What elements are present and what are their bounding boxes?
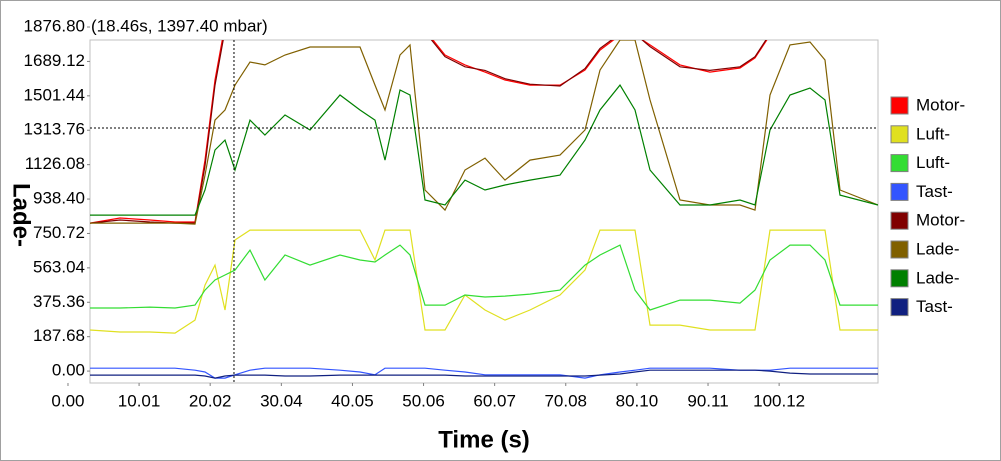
legend-swatch — [890, 154, 909, 173]
y-tick-label: 1689.12 — [24, 51, 85, 70]
series-line — [90, 229, 878, 334]
legend-swatch — [890, 96, 909, 115]
legend-label: Lade- — [916, 268, 959, 287]
y-tick-label: 938.40 — [33, 189, 85, 208]
x-tick-label: 0.00 — [51, 391, 84, 410]
x-tick-label: 100.12 — [753, 391, 805, 410]
legend-swatch — [890, 240, 909, 259]
x-tick-label: 10.01 — [118, 391, 161, 410]
legend-swatch — [890, 269, 909, 288]
series-line — [90, 40, 878, 225]
x-tick-label: 80.10 — [616, 391, 659, 410]
legend-label: Luft- — [916, 124, 950, 143]
y-axis-title: Lade- — [8, 183, 35, 247]
legend-swatch — [890, 211, 909, 230]
x-tick-label: 50.06 — [402, 391, 445, 410]
y-tick-label: 187.68 — [33, 326, 85, 345]
series-line — [90, 84, 878, 216]
y-tick-label: 1876.80 — [24, 17, 85, 36]
legend-label: Luft- — [916, 153, 950, 172]
x-axis-title: Time (s) — [438, 426, 530, 453]
legend-swatch — [890, 298, 909, 317]
legend-label: Motor- — [916, 211, 965, 230]
legend-label: Motor- — [916, 95, 965, 114]
legend-label: Tast- — [916, 297, 953, 316]
y-tick-label: 375.36 — [33, 292, 85, 311]
chart-title: (18.46s, 1397.40 mbar) — [91, 16, 268, 35]
plot-lines — [90, 40, 878, 379]
x-tick-label: 60.07 — [473, 391, 516, 410]
y-tick-label: 1313.76 — [24, 120, 85, 139]
x-tick-label: 70.08 — [544, 391, 587, 410]
legend-label: Tast- — [916, 182, 953, 201]
x-tick-label: 90.11 — [687, 391, 728, 410]
x-tick-label: 40.05 — [331, 391, 374, 410]
y-tick-label: 1501.44 — [24, 85, 85, 104]
y-tick-label: 750.72 — [33, 223, 85, 242]
y-tick-label: 563.04 — [33, 257, 85, 276]
series-line — [90, 244, 878, 311]
plot-area — [89, 39, 879, 384]
y-tick-label: 0.00 — [52, 361, 85, 380]
legend-label: Lade- — [916, 239, 959, 258]
x-tick-label: 20.02 — [189, 391, 232, 410]
x-tick-label: 30.04 — [260, 391, 303, 410]
series-line — [90, 369, 878, 379]
y-tick-label: 1126.08 — [25, 154, 85, 173]
legend-swatch — [890, 182, 909, 201]
legend-swatch — [890, 125, 909, 144]
